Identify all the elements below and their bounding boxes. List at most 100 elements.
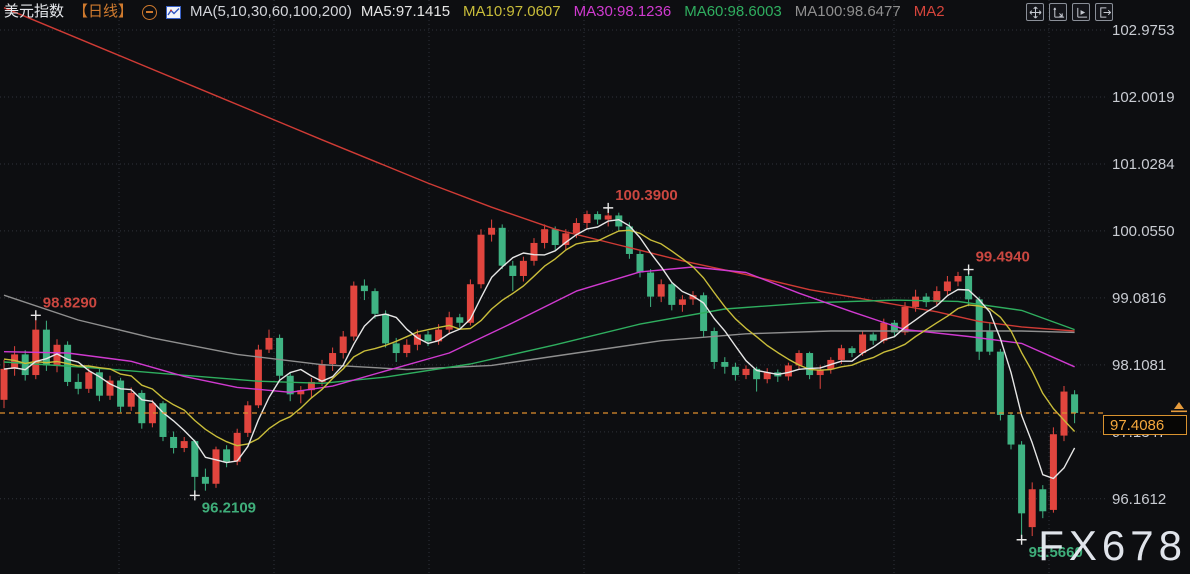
candle-up: [678, 299, 686, 305]
chart-header: 美元指数 【日线】 MA(5,10,30,60,100,200) MA5:97.…: [4, 3, 958, 21]
candle-down: [286, 375, 294, 395]
candle-up: [212, 449, 220, 484]
candle-down: [509, 265, 517, 276]
candle-up: [689, 295, 697, 300]
axis-label: 99.0816: [1112, 290, 1166, 307]
candle-down: [170, 436, 178, 448]
latest-price-marker-icon[interactable]: [1170, 401, 1188, 419]
candle-down: [392, 343, 400, 354]
current-price-value: 97.4086: [1110, 416, 1165, 434]
candle-down: [986, 331, 994, 352]
candle-down: [636, 253, 644, 273]
axis-label: 101.0284: [1112, 156, 1175, 173]
candle-up: [912, 296, 920, 307]
candle-up: [901, 306, 909, 333]
price-annotation: 98.8290: [43, 294, 97, 311]
candle-up: [943, 281, 951, 292]
candle-up: [244, 405, 252, 433]
ma-lines-layer: [3, 7, 1076, 480]
candle-down: [647, 272, 655, 297]
candle-down: [1007, 414, 1015, 445]
pan-icon[interactable]: [1026, 3, 1044, 21]
ma-legend-item: MA10:97.0607: [463, 3, 561, 20]
extreme-cross-marker: [30, 310, 41, 321]
candle-up: [466, 284, 474, 323]
axis-label: 100.0550: [1112, 223, 1175, 240]
y-axis-scale-icon[interactable]: [1049, 3, 1067, 21]
exit-icon[interactable]: [1095, 3, 1113, 21]
candle-down: [191, 441, 199, 477]
candle-down: [21, 354, 29, 376]
candle-up: [254, 349, 262, 406]
watermark: FX678: [1038, 522, 1187, 569]
candle-up: [763, 372, 771, 380]
candle-down: [498, 227, 506, 266]
candle-down: [965, 275, 973, 300]
candle-up: [784, 365, 792, 377]
candle-up: [477, 234, 485, 285]
ma-line-ma10: [3, 229, 1076, 447]
candle-down: [975, 299, 983, 352]
candle-down: [424, 334, 432, 342]
axis-label: 98.1081: [1112, 357, 1166, 374]
candle-up: [837, 348, 845, 360]
chart-toolbar: [1026, 3, 1113, 21]
candle-up: [604, 215, 612, 220]
extreme-cross-marker: [603, 202, 614, 213]
candle-up: [657, 284, 665, 297]
ma-params-label: MA(5,10,30,60,100,200): [190, 3, 352, 20]
ma-legend-item: MA2: [913, 3, 945, 20]
candle-up: [85, 372, 93, 389]
ma-legend-item: MA5:97.1415: [360, 3, 451, 20]
axis-label: 102.9753: [1112, 22, 1175, 39]
candle-down: [138, 392, 146, 424]
candle-up: [350, 285, 358, 337]
axis-label: 96.1612: [1112, 491, 1166, 508]
candle-up: [318, 364, 326, 382]
candle-up: [1028, 489, 1036, 528]
candle-down: [848, 348, 856, 354]
candle-down: [95, 372, 103, 396]
candle-down: [731, 366, 739, 376]
ma-legend-item: MA100:98.6477: [794, 3, 901, 20]
candle-up: [742, 368, 750, 376]
annotations-layer: 98.8290 100.3900 99.4940 96.2109 95.5660: [30, 187, 1083, 561]
candle-up: [53, 344, 61, 366]
collapse-indicator-icon[interactable]: [142, 4, 158, 20]
candle-up: [339, 336, 347, 354]
price-annotation: 95.5660: [1029, 544, 1083, 561]
candle-down: [456, 317, 464, 323]
candle-down: [360, 285, 368, 292]
candle-down: [922, 296, 930, 303]
candle-down: [117, 380, 125, 407]
candle-down: [753, 368, 761, 380]
candle-up: [530, 242, 538, 261]
candle-up: [307, 381, 315, 391]
current-price-box: 97.4086: [1103, 414, 1187, 435]
price-annotation: 96.2109: [202, 499, 256, 516]
candle-up: [233, 432, 241, 462]
candle-down: [594, 214, 602, 220]
price-annotation: 100.3900: [615, 187, 678, 204]
candle-up: [933, 291, 941, 303]
candle-down: [201, 476, 209, 484]
ma-legend-item: MA30:98.1236: [573, 3, 672, 20]
candle-up: [297, 390, 305, 395]
candle-down: [615, 215, 623, 227]
candle-up: [180, 441, 188, 448]
candle-up: [954, 275, 962, 282]
candle-up: [541, 229, 549, 243]
candle-up: [572, 223, 580, 234]
candle-down: [721, 361, 729, 367]
chart-style-icon[interactable]: [166, 5, 182, 19]
period-label[interactable]: 【日线】: [73, 3, 134, 20]
candle-down: [159, 403, 167, 437]
symbol-title: 美元指数: [4, 3, 65, 20]
candle-down: [996, 351, 1004, 415]
candle-down: [74, 381, 82, 389]
candle-up: [816, 369, 824, 376]
extreme-cross-marker: [189, 490, 200, 501]
candle-up: [435, 329, 443, 342]
auto-scroll-icon[interactable]: [1072, 3, 1090, 21]
